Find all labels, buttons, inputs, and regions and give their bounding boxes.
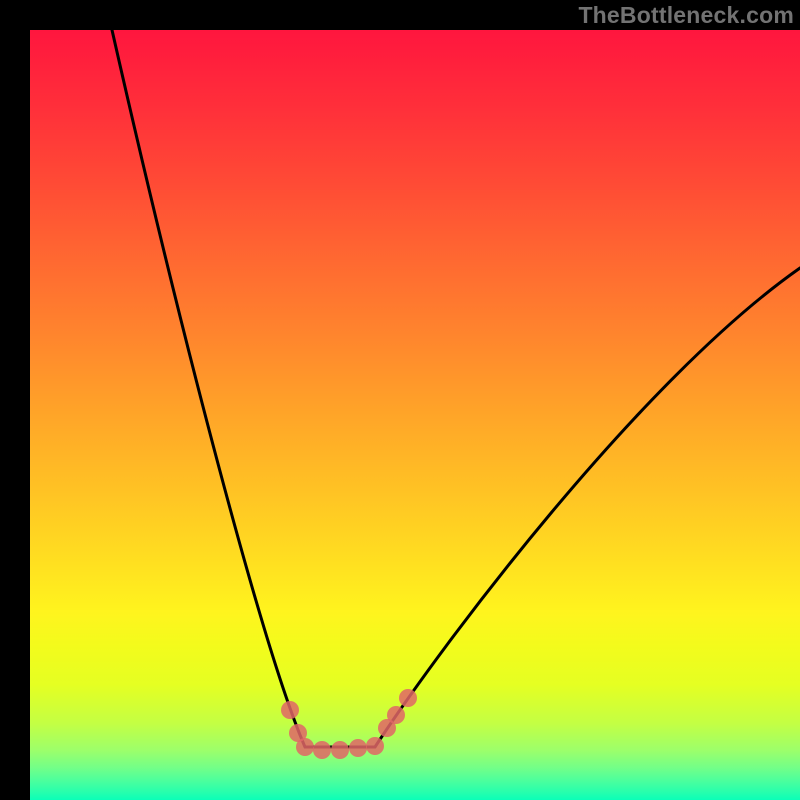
marker-point: [331, 741, 349, 759]
marker-point: [281, 701, 299, 719]
bottleneck-curve-svg: [30, 30, 800, 800]
marker-point: [366, 737, 384, 755]
marker-point: [399, 689, 417, 707]
plot-area: [30, 30, 800, 800]
marker-point: [313, 741, 331, 759]
marker-point: [349, 739, 367, 757]
marker-point: [296, 738, 314, 756]
marker-point: [387, 706, 405, 724]
v-curve-path: [112, 30, 800, 747]
watermark-text: TheBottleneck.com: [578, 2, 794, 29]
